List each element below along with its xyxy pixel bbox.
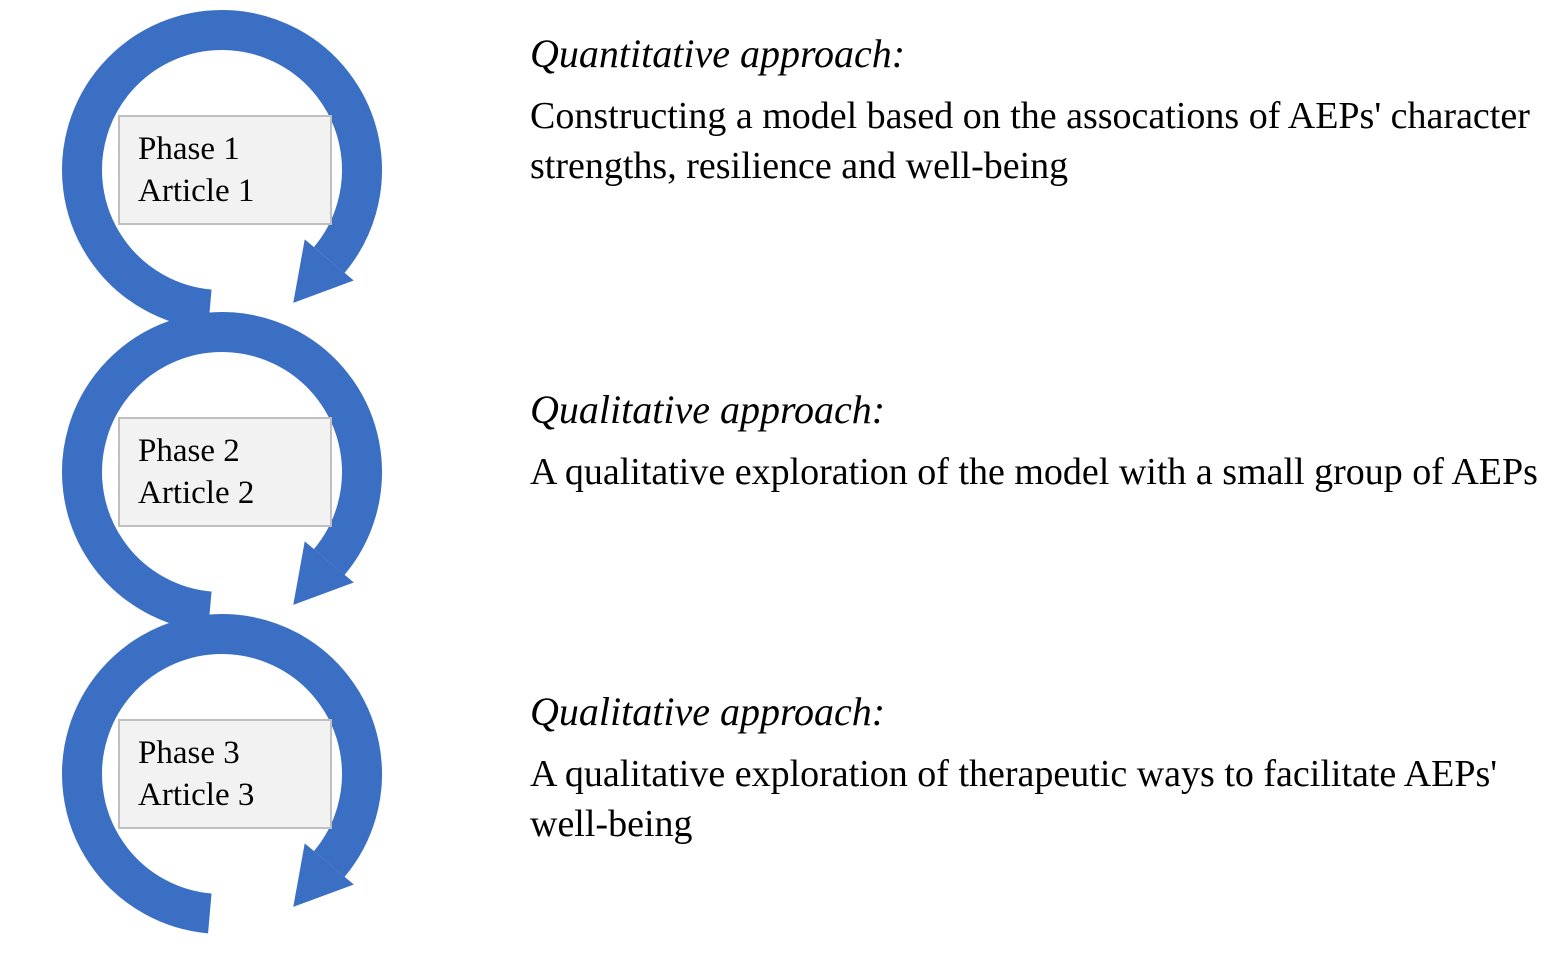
phase-3-box-line2: Article 3: [138, 774, 330, 816]
phase-2-description: Qualitative approach: A qualitative expl…: [530, 386, 1538, 497]
phase-2-box-line1: Phase 2: [138, 430, 330, 472]
phase-3-desc-body: A qualitative exploration of therapeutic…: [530, 749, 1540, 849]
phase-2-box-line2: Article 2: [138, 472, 330, 514]
phase-3-box-line1: Phase 3: [138, 732, 330, 774]
phase-3-desc-title: Qualitative approach:: [530, 688, 1540, 735]
phase-3-description: Qualitative approach: A qualitative expl…: [530, 688, 1540, 849]
phase-1-desc-body: Constructing a model based on the assoca…: [530, 91, 1540, 191]
phase-2-desc-body: A qualitative exploration of the model w…: [530, 447, 1538, 497]
phase-1-box-line1: Phase 1: [138, 128, 330, 170]
phase-1-description: Quantitative approach: Constructing a mo…: [530, 30, 1540, 191]
phase-1-desc-title: Quantitative approach:: [530, 30, 1540, 77]
phase-2-desc-title: Qualitative approach:: [530, 386, 1538, 433]
phase-1-box: Phase 1 Article 1: [118, 115, 332, 225]
phase-3-box: Phase 3 Article 3: [118, 719, 332, 829]
phase-2-box: Phase 2 Article 2: [118, 417, 332, 527]
phase-1-box-line2: Article 1: [138, 170, 330, 212]
diagram-canvas: { "layout": { "canvas": { "width": 1559,…: [0, 0, 1559, 961]
